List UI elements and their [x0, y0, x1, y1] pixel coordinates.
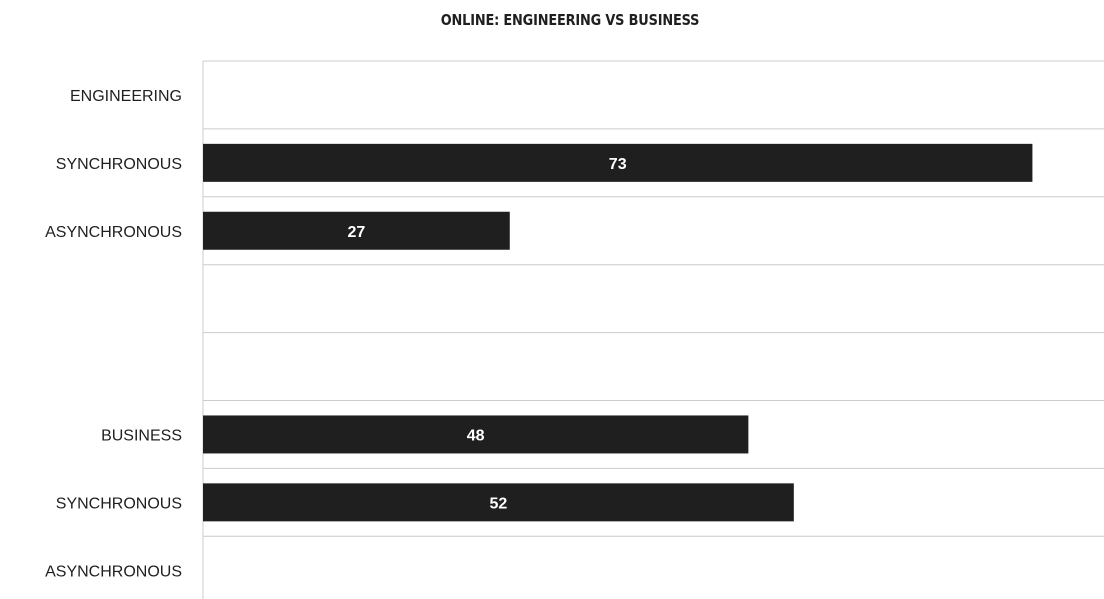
- data-label: 73: [609, 156, 627, 173]
- bar: [203, 211, 510, 250]
- category-label: ENGINEERING: [70, 88, 182, 105]
- category-labels: ENGINEERING SYNCHRONOUS ASYNCHRONOUS BUSINE…: [45, 88, 182, 580]
- chart-title: ONLINE: ENGINEERING VS BUSINESS: [440, 11, 700, 29]
- category-label: BUSINESS: [101, 427, 182, 444]
- category-label: SYNCHRONOUS: [56, 495, 182, 512]
- bar: [203, 483, 794, 522]
- data-label: 48: [467, 427, 485, 444]
- category-label: ASYNCHRONOUS: [45, 563, 182, 580]
- gridlines: [203, 60, 1104, 537]
- category-label: ASYNCHRONOUS: [45, 224, 182, 241]
- data-label: 27: [347, 224, 365, 241]
- bar: [203, 143, 1033, 182]
- bar: [203, 415, 749, 454]
- bars: 73 27 48 52: [203, 143, 1033, 522]
- category-label: SYNCHRONOUS: [56, 156, 182, 173]
- data-label: 52: [490, 495, 508, 512]
